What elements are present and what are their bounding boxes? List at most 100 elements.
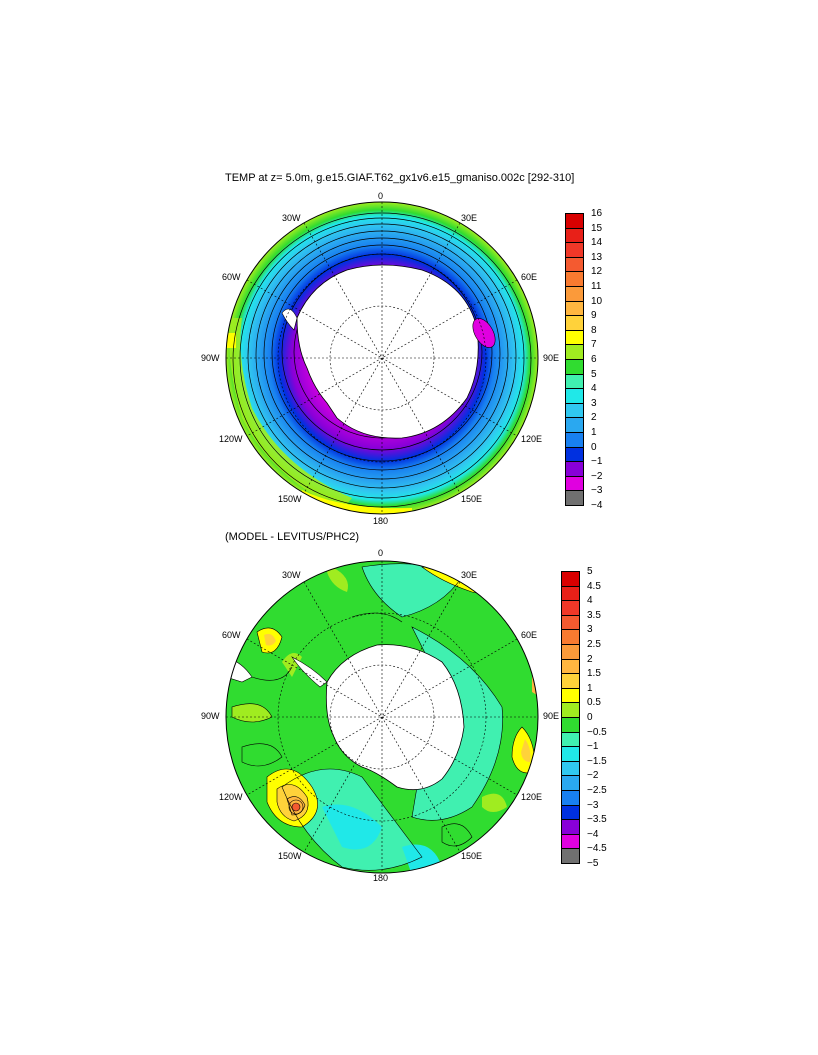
map2-lon-150w: 150W [278, 851, 302, 861]
colorbar-swatch [561, 687, 580, 704]
colorbar-label: 2 [587, 653, 593, 665]
map2-lon-150e: 150E [461, 851, 483, 861]
map1-lon-150e: 150E [461, 494, 483, 504]
map2-lon-0: 0 [378, 548, 384, 558]
colorbar-label: 4 [591, 383, 597, 395]
colorbar-swatch [561, 775, 580, 791]
colorbar-label: −4 [587, 828, 599, 840]
map1-title: TEMP at z= 5.0m, g.e15.GIAF.T62_gx1v6.e1… [225, 172, 575, 184]
colorbar-label: 3 [587, 624, 593, 636]
colorbar-swatch [565, 402, 584, 419]
colorbar-swatch [561, 760, 580, 777]
colorbar-label: 5 [591, 368, 597, 380]
colorbar-label: 2.5 [587, 639, 601, 650]
colorbar-swatch [565, 417, 584, 433]
colorbar-swatch [561, 790, 580, 806]
colorbar-swatch [565, 300, 584, 317]
colorbar-label: −3 [591, 485, 603, 497]
colorbar-swatch [565, 432, 584, 448]
map1-lon-30w: 30W [282, 213, 301, 223]
colorbar-swatch [561, 673, 580, 689]
antarctica-landmass [296, 264, 479, 439]
colorbar-label: 13 [591, 251, 603, 263]
colorbar-swatch [565, 388, 584, 404]
colorbar-swatch [565, 271, 584, 287]
colorbar-label: 3.5 [587, 609, 601, 621]
colorbar-label: 0 [587, 712, 593, 723]
colorbar-label: 10 [591, 295, 603, 307]
colorbar-label: 15 [591, 222, 603, 234]
colorbar-label: 0 [591, 441, 597, 453]
colorbar-label: −1.5 [587, 755, 607, 767]
colorbar-label: 1 [587, 682, 593, 694]
colorbar-swatch [565, 373, 584, 390]
colorbar-label: 9 [591, 310, 597, 322]
map2-lon-30w: 30W [282, 570, 301, 580]
map2-lon-30e: 30E [461, 570, 478, 580]
colorbar-swatch [565, 286, 584, 302]
colorbar-swatch [561, 644, 580, 660]
map2-lon-120e: 120E [521, 792, 543, 802]
colorbar-swatch [565, 446, 584, 463]
colorbar-swatch [565, 315, 584, 331]
colorbar-label: −3.5 [587, 814, 607, 826]
colorbar-label: −3 [587, 799, 599, 811]
colorbar-swatch [561, 848, 580, 864]
colorbar-label: 4 [587, 595, 593, 607]
colorbar-swatch [565, 461, 584, 477]
map2-lon-90w: 90W [201, 711, 220, 721]
colorbar-label: −2 [587, 770, 599, 782]
colorbar-label: 5 [587, 566, 593, 577]
map1-lon-60e: 60E [521, 272, 538, 282]
colorbar-swatch [561, 746, 580, 762]
colorbar-swatch [561, 731, 580, 748]
colorbar-swatch [561, 600, 580, 616]
map2-lon-120w: 120W [219, 792, 243, 802]
colorbar-label: 3 [591, 397, 597, 409]
map1-lon-120w: 120W [219, 434, 243, 444]
colorbar-label: 14 [591, 237, 603, 249]
map2-lon-60w: 60W [222, 630, 241, 640]
colorbar-label: −2.5 [587, 785, 607, 796]
colorbar-swatch [565, 227, 584, 244]
temperature-polar-map [225, 201, 539, 515]
colorbar-swatch [565, 475, 584, 492]
colorbar-swatch [565, 213, 584, 229]
colorbar-swatch [561, 804, 580, 821]
colorbar-swatch [561, 717, 580, 733]
colorbar-swatch [565, 490, 584, 506]
colorbar-label: 11 [591, 281, 602, 292]
difference-colorbar: 5 4.5 4 3.5 3 2.5 2 1.5 1 0.5 0 −0.5 −1 −1.5 −2 −2.5 −3 −… [561, 566, 621, 869]
map1-lon-90w: 90W [201, 353, 220, 363]
colorbar-label: −0.5 [587, 726, 607, 738]
map1-lon-0: 0 [378, 191, 384, 201]
map1-lon-90e: 90E [543, 353, 560, 363]
colorbar-label: −5 [587, 858, 599, 869]
colorbar-swatch [565, 256, 584, 273]
colorbar-swatch [561, 702, 580, 718]
colorbar-swatch [565, 329, 584, 346]
colorbar-swatch [561, 833, 580, 850]
colorbar-label: −1 [591, 456, 603, 468]
map2-lon-90e: 90E [543, 711, 560, 721]
colorbar-swatch [565, 242, 584, 258]
colorbar-label: 16 [591, 208, 603, 219]
colorbar-swatch [561, 819, 580, 835]
colorbar-swatch [565, 344, 584, 360]
colorbar-label: 1.5 [587, 668, 601, 680]
colorbar-label: 1 [591, 427, 597, 438]
map1-lon-60w: 60W [222, 272, 241, 282]
map2-lon-180: 180 [373, 873, 389, 883]
colorbar-swatch [561, 614, 580, 631]
temperature-colorbar: 16 15 14 13 12 11 10 9 8 7 6 5 4 3 2 1 0 −1 −2 −3 −4 [565, 208, 625, 511]
map1-lon-30e: 30E [461, 213, 478, 223]
map1-lon-180: 180 [373, 516, 389, 526]
colorbar-label: −2 [591, 470, 603, 482]
difference-polar-map [225, 560, 539, 874]
colorbar-label: −1 [587, 741, 599, 753]
colorbar-swatch [565, 359, 584, 375]
colorbar-label: −4 [591, 500, 603, 511]
map2-lon-60e: 60E [521, 630, 538, 640]
map1-lon-120e: 120E [521, 434, 543, 444]
map1-lon-150w: 150W [278, 494, 302, 504]
